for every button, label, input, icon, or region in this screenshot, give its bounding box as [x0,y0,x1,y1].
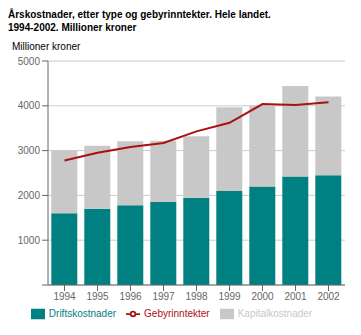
svg-text:1000: 1000 [18,235,41,246]
html-text:Driftskostnader: Driftskostnader [48,307,117,319]
svg-text:1997: 1997 [152,291,175,302]
svg-text:1994: 1994 [53,291,76,302]
svg-text:1996: 1996 [119,291,142,302]
svg-text:2001: 2001 [284,291,307,302]
svg-text:2002: 2002 [317,291,340,302]
html-text:Kapitalkostnader: Kapitalkostnader [237,307,313,319]
svg-text:4000: 4000 [18,100,41,111]
svg-text:2000: 2000 [18,190,41,201]
svg-text:3000: 3000 [18,145,41,156]
svg-text:1999: 1999 [218,291,241,302]
html-text:Millioner kroner: Millioner kroner [12,41,81,52]
svg-text:1998: 1998 [185,291,208,302]
html-text:Årskostnader, etter type og ge: Årskostnader, etter type og gebyrinntekt… [8,9,271,20]
svg-text:5000: 5000 [18,56,41,67]
html-text:Gebyrinntekter: Gebyrinntekter [144,307,210,319]
html-text:1994-2002. Millioner kroner: 1994-2002. Millioner kroner [8,22,137,33]
svg-text:2000: 2000 [251,291,274,302]
svg-text:1995: 1995 [86,291,109,302]
